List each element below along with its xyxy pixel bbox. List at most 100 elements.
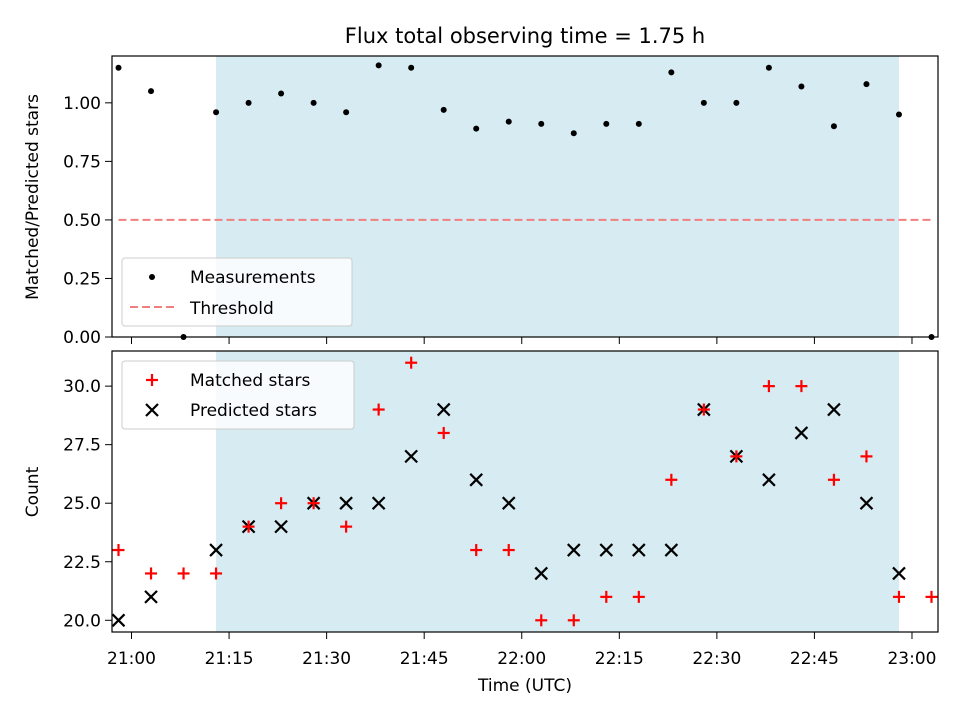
measurement-point	[245, 99, 252, 106]
legend-measurements-label: Measurements	[190, 268, 316, 288]
matched-star-point	[372, 403, 385, 416]
matched-star-point	[925, 590, 938, 603]
measurement-point	[603, 120, 610, 127]
predicted-star-point	[567, 543, 581, 557]
matched-star-point	[210, 567, 223, 580]
bottom-y-tick-label: 27.5	[63, 436, 101, 456]
bottom-panel: 20.0 22.5 25.0 27.5 30.0 21:00 21:15 21:30 21:4…	[23, 350, 939, 696]
top-y-tick-label: 0.75	[63, 152, 101, 172]
measurement-point	[765, 64, 772, 71]
matched-star-point	[697, 403, 710, 416]
bottom-legend: Matched stars Predicted stars	[121, 360, 355, 430]
measurement-point	[473, 125, 480, 132]
predicted-star-point	[339, 496, 353, 510]
measurement-point	[278, 90, 285, 97]
bottom-y-axis-label: Count	[23, 466, 43, 517]
matched-star-point	[762, 380, 775, 393]
matched-star-point	[665, 473, 678, 486]
bottom-y-tick-label: 22.5	[63, 553, 101, 573]
measurement-point	[375, 62, 382, 69]
predicted-star-point	[144, 590, 158, 604]
matched-star-point	[860, 450, 873, 463]
measurement-point	[148, 88, 155, 95]
top-y-tick-label: 0.00	[63, 328, 101, 348]
x-tick-label: 22:15	[595, 649, 644, 669]
measurement-point	[635, 120, 642, 127]
predicted-star-point	[827, 402, 841, 417]
bottom-legend-box	[121, 360, 355, 430]
measurement-point	[115, 64, 122, 71]
x-tick-label: 22:45	[790, 649, 839, 669]
matched-star-point	[275, 497, 288, 510]
top-x-ticks	[131, 337, 913, 344]
bottom-y-tick-label: 25.0	[63, 494, 101, 514]
measurement-point	[798, 83, 805, 90]
measurement-point	[863, 81, 870, 88]
top-legend: Measurements Threshold	[121, 257, 353, 327]
matched-star-point	[600, 590, 613, 603]
predicted-star-point	[632, 543, 646, 557]
top-y-tick-label: 0.50	[63, 211, 101, 231]
predicted-star-point	[599, 543, 614, 557]
matched-star-point	[827, 473, 840, 486]
measurement-point	[668, 69, 675, 76]
matched-star-point	[892, 590, 905, 603]
matched-star-point	[177, 567, 190, 580]
measurement-point	[733, 99, 740, 106]
top-y-axis-label: Matched/Predicted stars	[23, 94, 43, 300]
matched-star-point	[502, 544, 515, 557]
predicted-star-point	[209, 543, 223, 557]
x-tick-label: 22:30	[692, 649, 741, 669]
predicted-star-point	[469, 473, 483, 487]
matched-star-point	[632, 590, 645, 603]
legend-matched-marker	[146, 374, 158, 386]
matched-star-point	[535, 614, 548, 627]
predicted-star-point	[501, 496, 516, 510]
measurement-point	[408, 64, 415, 71]
top-panel: 0.00 0.25 0.50 0.75 1.00 Matched/Predicted s…	[23, 55, 939, 348]
measurement-point	[343, 109, 350, 116]
top-y-tick-label: 1.00	[63, 94, 101, 114]
matched-star-point	[145, 567, 158, 580]
matched-star-point	[307, 497, 320, 510]
measurement-point	[213, 109, 220, 116]
predicted-star-point	[404, 449, 418, 464]
legend-threshold-label: Threshold	[189, 299, 274, 319]
legend-predicted-label: Predicted stars	[190, 401, 317, 421]
measurement-point	[830, 123, 837, 130]
top-axes-frame	[111, 55, 939, 338]
bottom-marks	[111, 356, 938, 628]
measurement-point	[505, 118, 512, 125]
matched-star-point	[567, 614, 580, 627]
bottom-y-axis: 20.0 22.5 25.0 27.5 30.0	[63, 377, 112, 631]
predicted-star-point	[274, 519, 288, 534]
matched-star-point	[470, 544, 483, 557]
measurement-point	[895, 111, 902, 118]
measurement-point	[440, 106, 447, 113]
bottom-y-tick-label: 20.0	[63, 611, 101, 631]
matched-star-point	[795, 380, 808, 393]
measurement-point	[310, 99, 317, 106]
x-tick-label: 21:45	[400, 649, 449, 669]
legend-predicted-marker	[145, 403, 159, 417]
measurement-point	[570, 130, 577, 137]
top-marks	[115, 62, 935, 340]
predicted-star-point	[436, 402, 451, 417]
predicted-star-point	[111, 613, 126, 628]
bottom-y-tick-label: 30.0	[63, 377, 101, 397]
predicted-star-point	[534, 566, 549, 581]
x-tick-label: 23:00	[887, 649, 936, 669]
predicted-star-point	[892, 566, 906, 581]
legend-measurements-marker	[149, 274, 155, 280]
top-y-axis: 0.00 0.25 0.50 0.75 1.00	[63, 94, 112, 348]
top-legend-box	[121, 257, 353, 327]
matched-star-point	[242, 520, 255, 533]
x-tick-label: 22:00	[497, 649, 546, 669]
matched-star-point	[340, 520, 353, 533]
bottom-x-axis: 21:00 21:15 21:30 21:45 22:00 22:15 22:30 22:45…	[107, 632, 936, 669]
predicted-star-point	[762, 473, 776, 487]
top-y-tick-label: 0.25	[63, 269, 101, 289]
predicted-star-point	[794, 426, 809, 440]
matched-star-point	[112, 544, 125, 557]
